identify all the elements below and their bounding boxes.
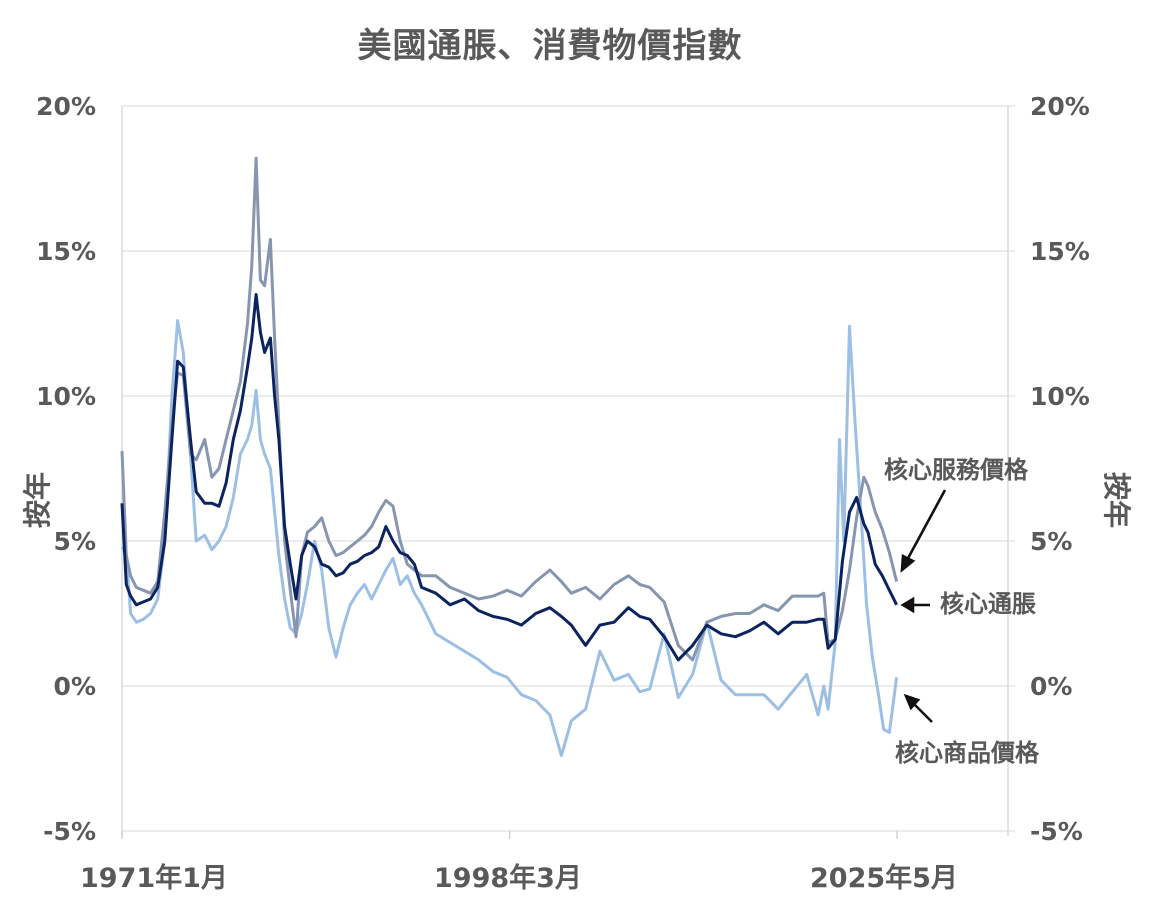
arrow-services-head [900, 553, 916, 573]
arrow-services [904, 489, 947, 563]
arrow-core-head [900, 596, 915, 614]
y-tick-left-20: 20% [36, 92, 96, 121]
y-tick-left-0: 0% [53, 672, 96, 701]
y-axis-title-right: 按年 [1100, 471, 1134, 529]
x-tick-1971: 1971年1月 [80, 863, 228, 894]
y-axis-title-left: 按年 [21, 471, 55, 529]
chart-title: 美國通脹、消費物價指數 [357, 26, 743, 66]
x-tick-2025: 2025年5月 [810, 863, 958, 894]
annotation-goods: 核心商品價格 [895, 739, 1039, 767]
y-tick-right-0: 0% [1030, 672, 1073, 701]
series-lines [120, 156, 899, 758]
arrow-goods-head [903, 693, 921, 711]
y-tick-right-5: 5% [1030, 527, 1073, 556]
series-core-inflation [120, 293, 898, 662]
y-tick-left-15: 15% [36, 237, 96, 266]
gridlines [122, 105, 1015, 832]
arrow-goods [912, 702, 933, 723]
series-core-goods [120, 319, 899, 758]
y-tick-left-5: 5% [53, 527, 96, 556]
x-tick-marks [121, 831, 898, 839]
annotation-services: 核心服務價格 [884, 456, 1028, 484]
y-tick-left-10: 10% [36, 382, 96, 411]
y-tick-right-10: 10% [1030, 382, 1090, 411]
y-tick-right-20: 20% [1030, 92, 1090, 121]
annotation-core: 核心通脹 [940, 590, 1036, 618]
series-core-services [120, 156, 899, 662]
y-tick-right-15: 15% [1030, 237, 1090, 266]
y-tick-right-neg5: -5% [1030, 817, 1083, 846]
x-tick-1998: 1998年3月 [434, 863, 582, 894]
annotation-arrows [900, 489, 947, 723]
y-tick-left-neg5: -5% [43, 817, 96, 846]
